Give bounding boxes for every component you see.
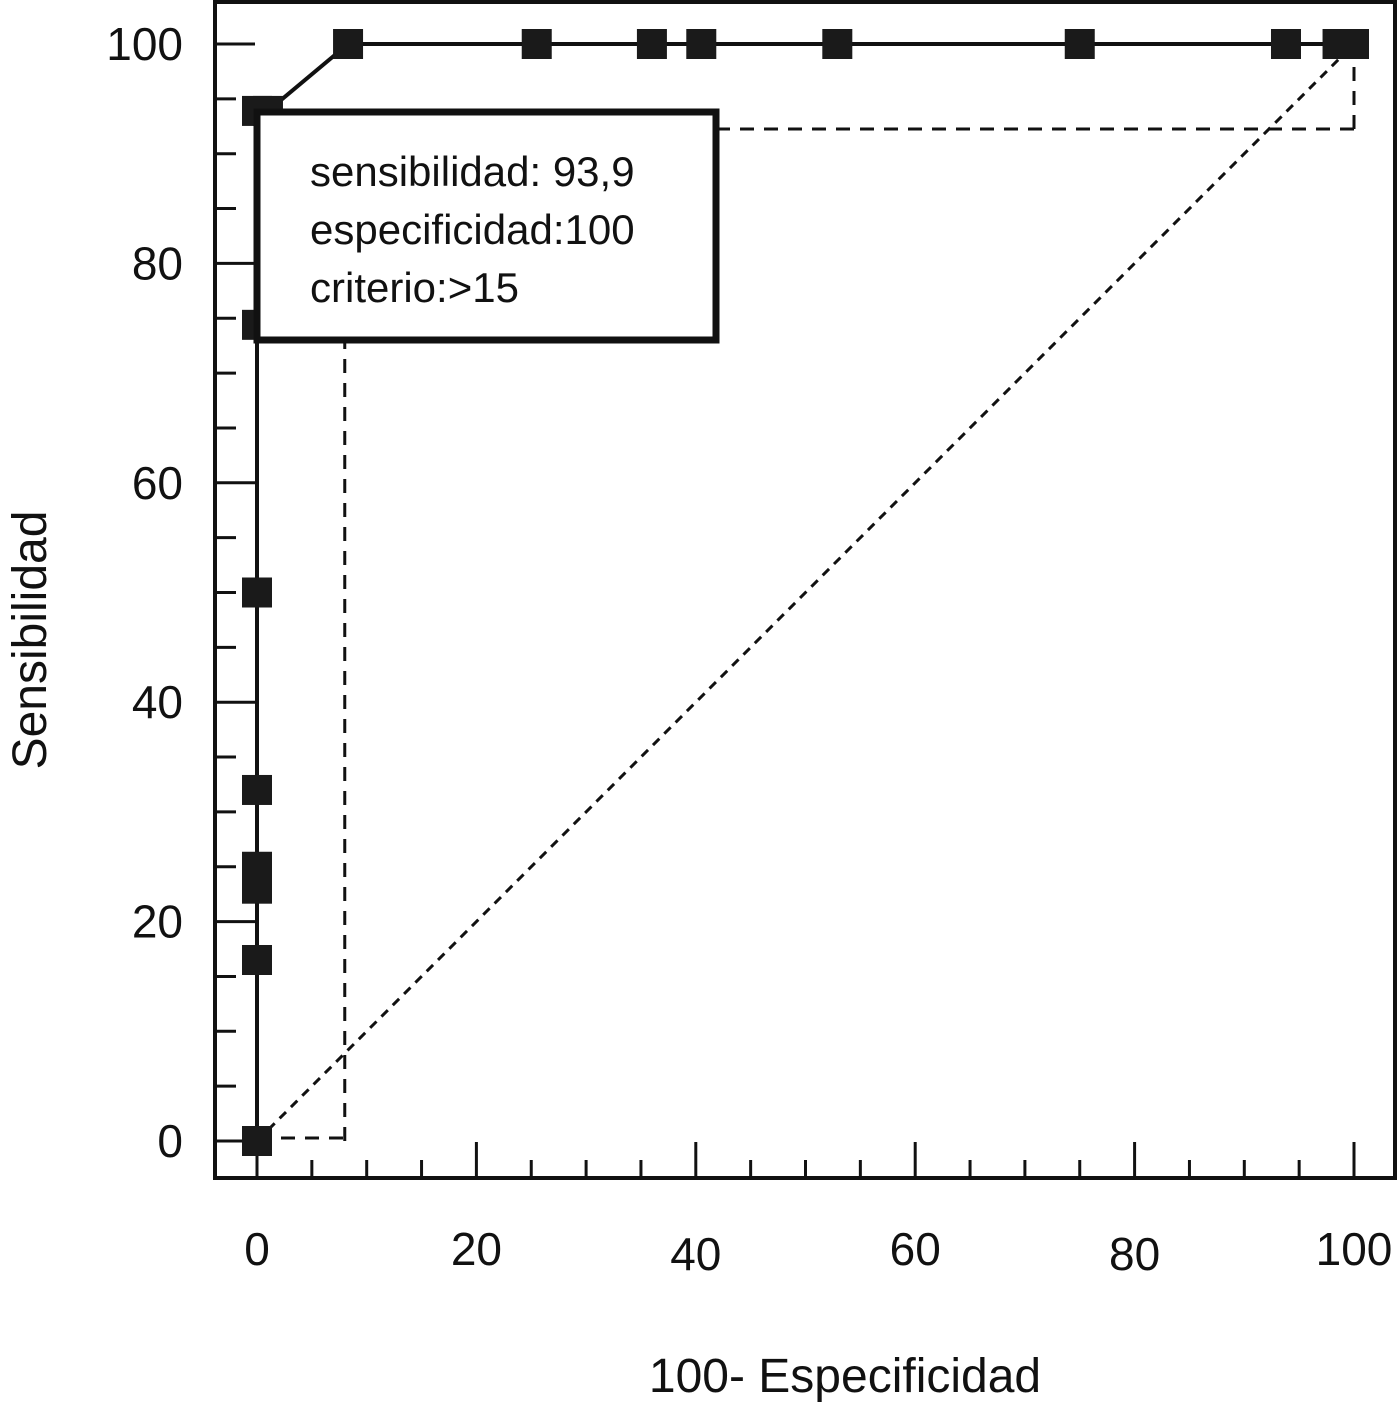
- y-tick-label: 40: [132, 676, 183, 728]
- y-tick-label: 20: [132, 896, 183, 948]
- reference-diagonal: [255, 42, 1356, 1143]
- roc-point-marker: [242, 944, 272, 975]
- roc-point-marker: [1339, 29, 1369, 59]
- x-tick-label: 100: [1316, 1223, 1393, 1275]
- roc-point-marker: [1270, 29, 1301, 59]
- x-tick-label: 0: [244, 1223, 270, 1275]
- y-tick-label: 0: [157, 1115, 183, 1167]
- y-tick-label: 60: [132, 457, 183, 509]
- roc-point-marker: [242, 1126, 272, 1156]
- x-tick-label: 20: [451, 1223, 502, 1275]
- roc-point-marker: [242, 577, 272, 608]
- roc-point-marker: [242, 774, 272, 805]
- annotation-sensitivity: sensibilidad: 93,9: [310, 148, 635, 195]
- y-axis-ticks: 0 20 40 60 80 100: [106, 18, 255, 1167]
- x-tick-label: 80: [1109, 1228, 1160, 1280]
- roc-point-marker: [636, 29, 667, 59]
- annotation-criterion: criterio:>15: [310, 264, 519, 311]
- x-tick-label: 40: [670, 1228, 721, 1280]
- criterion-dashed-lines: [257, 44, 1356, 1141]
- annotation-frame: [253, 108, 720, 344]
- roc-point-marker: [822, 29, 853, 59]
- x-axis-ticks: 0 20 40 60 80 100: [244, 1142, 1392, 1280]
- roc-point-marker: [686, 29, 717, 59]
- roc-point-marker: [1064, 29, 1095, 59]
- x-axis-title: 100- Especificidad: [649, 1350, 1041, 1403]
- x-tick-label: 60: [890, 1223, 941, 1275]
- roc-point-marker: [242, 851, 272, 882]
- y-tick-label: 80: [132, 237, 183, 289]
- y-tick-label: 100: [106, 18, 183, 70]
- roc-point-marker: [521, 29, 552, 59]
- annotation-specificity: especificidad:100: [310, 206, 635, 253]
- annotation-box: sensibilidad: 93,9 especificidad:100 cri…: [253, 108, 720, 344]
- y-axis-title: Sensibilidad: [4, 511, 57, 770]
- reference-diagonal-line: [255, 42, 1356, 1143]
- roc-point-marker: [333, 29, 364, 59]
